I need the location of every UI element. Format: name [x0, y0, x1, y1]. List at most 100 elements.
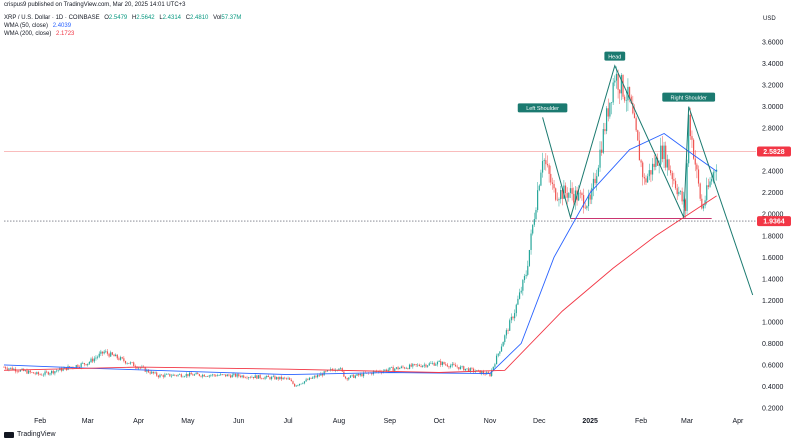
candle — [561, 189, 563, 199]
legend-wma50: WMA (50, close) 2.4039 — [4, 23, 72, 29]
candle — [474, 371, 476, 373]
candle — [453, 363, 455, 365]
candle — [47, 372, 49, 375]
candle — [666, 159, 668, 168]
candle — [244, 377, 246, 379]
candle — [156, 372, 158, 376]
candle — [161, 374, 163, 376]
candle — [310, 377, 312, 379]
candle — [660, 145, 662, 165]
candle — [256, 375, 258, 379]
candle — [339, 368, 342, 369]
candle — [152, 371, 155, 374]
candle — [438, 361, 440, 362]
candle — [489, 373, 491, 376]
candle — [425, 364, 427, 367]
candle — [31, 372, 33, 373]
candle — [52, 370, 54, 374]
candle — [292, 381, 294, 384]
candle — [231, 374, 233, 378]
candle — [254, 375, 256, 379]
candle — [234, 373, 237, 377]
candle — [604, 129, 606, 132]
candle — [440, 361, 442, 366]
candle — [482, 371, 485, 374]
candle — [555, 188, 557, 200]
candle — [686, 163, 688, 211]
price-level-badge-text: 2.5828 — [763, 149, 785, 156]
candle — [170, 375, 173, 377]
candle — [481, 371, 483, 374]
candle — [431, 363, 434, 364]
candle — [307, 379, 309, 381]
candle — [179, 374, 181, 375]
candle — [177, 374, 179, 376]
pattern-annotation-text: Left Shoulder — [526, 106, 559, 112]
y-tick-label: 3.6000 — [762, 40, 784, 47]
candle — [215, 375, 217, 377]
candle — [479, 370, 481, 374]
candle — [51, 370, 53, 374]
legend-high: H2.5642 — [131, 15, 155, 21]
candle — [464, 368, 466, 371]
candle — [172, 374, 174, 376]
candle — [272, 376, 274, 377]
head-and-shoulders-pattern-line — [542, 64, 754, 296]
price-level-badge-text: 1.9364 — [763, 219, 785, 226]
candle — [126, 363, 128, 364]
candle — [228, 374, 230, 376]
candle — [638, 140, 641, 161]
candle — [560, 189, 562, 200]
candle — [707, 185, 709, 187]
candle — [315, 376, 317, 378]
y-tick-label: 0.4000 — [762, 384, 784, 391]
candle — [696, 164, 698, 170]
candle — [267, 375, 269, 378]
candle — [394, 368, 396, 371]
candle — [532, 224, 534, 234]
candle — [206, 376, 209, 377]
price-level-badge — [757, 216, 791, 227]
candle — [450, 365, 452, 368]
candle — [346, 378, 348, 380]
candle — [609, 102, 611, 117]
candle — [236, 374, 238, 377]
candle — [670, 170, 672, 174]
candle — [249, 377, 251, 378]
candle — [110, 352, 112, 357]
candle — [106, 351, 109, 354]
candle — [605, 108, 608, 132]
candle — [8, 368, 10, 370]
x-tick-label: Aug — [333, 418, 346, 425]
candle — [676, 188, 678, 195]
x-tick-label: Jun — [233, 418, 244, 425]
candle — [16, 371, 18, 372]
candle — [202, 374, 204, 377]
candle — [101, 351, 104, 354]
candle — [540, 172, 542, 186]
x-tick-label: 2025 — [582, 418, 598, 425]
candle — [528, 249, 531, 266]
candle — [430, 363, 432, 364]
candle — [647, 176, 649, 183]
candle — [454, 364, 457, 367]
candle — [83, 363, 86, 365]
candle — [632, 103, 634, 114]
candle — [144, 367, 146, 372]
y-tick-label: 1.8000 — [762, 233, 784, 240]
candle — [26, 370, 28, 374]
candle — [262, 378, 265, 380]
x-tick-label: May — [181, 418, 195, 425]
candle — [29, 370, 31, 373]
candle — [343, 371, 345, 377]
candle — [167, 373, 169, 375]
candle — [338, 368, 340, 370]
candle — [537, 190, 539, 211]
candle — [533, 219, 535, 225]
pattern-annotation-text: Head — [608, 54, 621, 60]
candle — [284, 377, 286, 379]
candle — [413, 364, 416, 365]
candle — [491, 370, 493, 376]
candle — [404, 367, 406, 369]
